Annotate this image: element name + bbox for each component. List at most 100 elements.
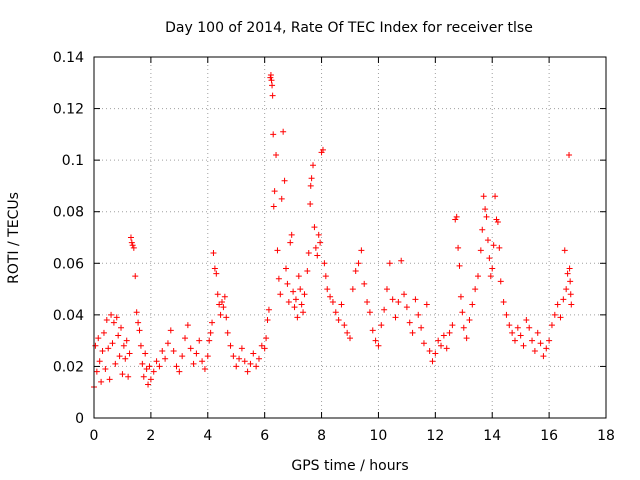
data-point bbox=[220, 304, 227, 311]
data-point bbox=[207, 329, 214, 336]
data-point bbox=[127, 234, 134, 241]
data-point bbox=[477, 247, 484, 254]
data-point bbox=[563, 286, 570, 293]
data-point bbox=[500, 298, 507, 305]
data-point bbox=[233, 363, 240, 370]
data-point bbox=[506, 322, 513, 329]
data-point bbox=[443, 345, 450, 352]
data-point bbox=[315, 231, 322, 238]
data-point bbox=[255, 355, 262, 362]
data-point bbox=[482, 206, 489, 213]
data-point bbox=[534, 329, 541, 336]
data-point bbox=[389, 296, 396, 303]
data-point bbox=[486, 255, 493, 262]
data-point bbox=[142, 350, 149, 357]
data-point bbox=[322, 273, 329, 280]
y-tick-label: 0 bbox=[75, 411, 84, 427]
data-point bbox=[381, 306, 388, 313]
data-point bbox=[347, 335, 353, 342]
data-point bbox=[129, 242, 136, 249]
data-point bbox=[130, 244, 137, 251]
data-point bbox=[369, 327, 376, 334]
data-point bbox=[406, 319, 413, 326]
data-point bbox=[305, 249, 312, 256]
data-point bbox=[511, 337, 518, 344]
data-point bbox=[219, 298, 225, 305]
data-point bbox=[449, 322, 456, 329]
data-point bbox=[490, 242, 497, 249]
data-point bbox=[479, 226, 486, 233]
data-point bbox=[238, 345, 245, 352]
data-point bbox=[269, 92, 276, 99]
plot-frame bbox=[93, 56, 607, 419]
data-point bbox=[285, 298, 292, 305]
data-point bbox=[137, 342, 144, 349]
data-point bbox=[250, 350, 257, 357]
data-point bbox=[435, 337, 442, 344]
data-point bbox=[335, 317, 342, 324]
data-point bbox=[265, 306, 272, 313]
data-point bbox=[261, 345, 268, 352]
data-point bbox=[135, 319, 142, 326]
data-point bbox=[103, 317, 110, 324]
x-tick-label: 12 bbox=[426, 428, 444, 444]
data-point bbox=[173, 363, 180, 370]
data-point bbox=[128, 239, 135, 246]
data-point bbox=[429, 358, 436, 365]
data-point bbox=[460, 324, 467, 331]
data-point bbox=[284, 280, 291, 287]
data-point bbox=[409, 329, 416, 336]
y-tick-label: 0.12 bbox=[53, 102, 84, 118]
data-point bbox=[358, 247, 365, 254]
data-point bbox=[338, 301, 345, 308]
y-tick-label: 0.14 bbox=[53, 50, 84, 66]
data-point bbox=[503, 311, 510, 318]
x-tick-label: 6 bbox=[260, 428, 269, 444]
data-point bbox=[529, 337, 536, 344]
data-point bbox=[415, 311, 422, 318]
data-point bbox=[100, 329, 107, 336]
data-point bbox=[227, 342, 234, 349]
data-point bbox=[113, 314, 120, 321]
data-point bbox=[176, 368, 183, 375]
data-point bbox=[324, 286, 331, 293]
data-point bbox=[93, 368, 100, 375]
data-point bbox=[236, 355, 243, 362]
data-point bbox=[120, 342, 127, 349]
data-point bbox=[472, 286, 479, 293]
data-point bbox=[290, 288, 297, 295]
data-point bbox=[143, 366, 150, 373]
data-point bbox=[162, 355, 169, 362]
data-point bbox=[110, 319, 117, 326]
data-point bbox=[455, 244, 462, 251]
data-point bbox=[349, 286, 356, 293]
data-point bbox=[132, 273, 139, 280]
data-point bbox=[543, 345, 550, 352]
data-point bbox=[291, 304, 298, 311]
data-point bbox=[116, 353, 123, 360]
data-point bbox=[119, 371, 126, 378]
data-point bbox=[311, 224, 318, 231]
grid bbox=[94, 57, 606, 418]
data-point bbox=[213, 270, 220, 277]
data-point bbox=[145, 381, 152, 388]
data-point bbox=[156, 363, 163, 370]
data-point bbox=[466, 317, 473, 324]
data-point bbox=[567, 291, 574, 298]
data-point bbox=[310, 162, 317, 169]
data-point bbox=[193, 350, 200, 357]
data-point bbox=[126, 350, 133, 357]
data-point bbox=[98, 378, 105, 385]
data-point bbox=[139, 360, 146, 367]
data-point bbox=[531, 347, 538, 354]
data-point bbox=[140, 373, 147, 380]
data-point bbox=[263, 335, 270, 342]
data-point bbox=[95, 335, 102, 342]
data-point bbox=[288, 231, 295, 238]
data-point bbox=[96, 358, 103, 365]
data-point bbox=[99, 347, 106, 354]
data-point bbox=[300, 309, 307, 316]
data-point bbox=[102, 366, 109, 373]
data-point bbox=[164, 340, 171, 347]
data-point bbox=[432, 350, 439, 357]
